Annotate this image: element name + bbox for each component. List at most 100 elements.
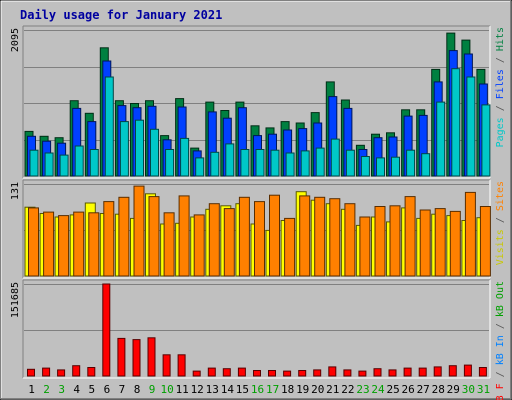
x-tick-label-day-5: 5: [88, 383, 95, 396]
bar-kbytes-kb-f-day-29: [448, 365, 457, 377]
bar-kbytes-kb-f-day-1: [27, 368, 35, 377]
bar-visits-sites-day-4: [73, 211, 85, 277]
bar-visits-sites-day-18: [284, 217, 296, 277]
bar-kbytes-kb-f-day-27: [418, 367, 427, 377]
x-tick-label-day-26: 26: [401, 383, 414, 396]
bar-hits-pages-day-22: [345, 149, 355, 177]
bar-hits-pages-day-4: [74, 145, 84, 177]
bar-hits-pages-day-5: [89, 149, 99, 177]
legend-entry: /: [495, 211, 506, 229]
bar-kbytes-kb-f-day-23: [358, 370, 367, 377]
x-tick-label-day-24: 24: [371, 383, 385, 396]
x-tick-label-day-7: 7: [119, 383, 126, 396]
bar-visits-sites-day-8: [133, 185, 145, 277]
legend-entry: kB F: [495, 383, 506, 400]
x-tick-label-day-19: 19: [296, 383, 309, 396]
bar-visits-sites-day-26: [404, 196, 416, 277]
bar-hits-pages-day-18: [285, 152, 295, 177]
bar-kbytes-kb-f-day-18: [283, 370, 292, 377]
panel-background: [23, 280, 490, 378]
bar-visits-sites-day-11: [178, 195, 190, 277]
x-tick-label-day-31: 31: [477, 383, 490, 396]
legend-hits: Pages / Files / Hits: [495, 27, 506, 147]
legend-entry: Pages: [495, 117, 506, 147]
bar-kbytes-kb-f-day-31: [478, 367, 487, 377]
bar-visits-sites-day-3: [58, 215, 70, 277]
bar-hits-pages-day-9: [150, 128, 159, 177]
x-tick-label-day-1: 1: [28, 383, 35, 396]
x-tick-label-day-13: 13: [206, 383, 219, 396]
bar-visits-sites-day-14: [223, 208, 235, 277]
bar-hits-pages-day-1: [29, 149, 39, 177]
bar-hits-pages-day-17: [270, 149, 280, 177]
y-max-label-hits: 2095: [10, 28, 21, 52]
bar-visits-sites-day-12: [193, 214, 205, 277]
bar-hits-pages-day-11: [180, 137, 190, 177]
bar-hits-pages-day-16: [255, 149, 265, 177]
bar-kbytes-kb-f-day-26: [403, 367, 412, 377]
panel-hits: 2095 Pages / Files / Hits: [10, 25, 506, 179]
bar-hits-pages-day-2: [44, 152, 54, 177]
bar-visits-sites-day-21: [329, 198, 341, 277]
chart-title: Daily usage for January 2021: [20, 8, 222, 22]
bar-hits-pages-day-31: [481, 104, 491, 177]
bar-visits-sites-day-30: [464, 191, 476, 277]
x-tick-label-day-3: 3: [58, 383, 65, 396]
bar-visits-sites-day-17: [269, 194, 280, 277]
legend-entry: Files: [495, 69, 506, 99]
y-max-label-visits: 131: [10, 182, 21, 200]
x-tick-label-day-22: 22: [341, 383, 354, 396]
bar-kbytes-kb-f-day-24: [373, 368, 382, 377]
x-tick-label-day-25: 25: [386, 383, 399, 396]
x-tick-label-day-16: 16: [251, 383, 264, 396]
x-tick-label-day-15: 15: [236, 383, 249, 396]
bar-hits-pages-day-15: [240, 149, 250, 177]
bar-visits-sites-day-10: [163, 212, 175, 277]
x-tick-label-day-23: 23: [356, 383, 369, 396]
x-tick-label-day-14: 14: [221, 383, 235, 396]
bar-hits-pages-day-24: [376, 157, 385, 177]
x-tick-label-day-6: 6: [104, 383, 111, 396]
bar-kbytes-kb-f-day-21: [328, 366, 337, 377]
bar-hits-pages-day-3: [59, 154, 69, 177]
bar-hits-pages-day-13: [210, 151, 220, 177]
bar-visits-sites-day-19: [299, 195, 311, 277]
bar-kbytes-kb-f-day-15: [237, 367, 246, 377]
x-tick-label-day-10: 10: [160, 383, 173, 396]
legend-entry: Sites: [495, 181, 506, 211]
legend-entry: /: [495, 99, 506, 117]
bar-kbytes-kb-f-day-11: [177, 354, 186, 377]
bar-kbytes-kb-f-day-8: [132, 339, 141, 377]
bar-kbytes-kb-f-day-9: [147, 337, 156, 377]
legend-entry: kB In: [495, 335, 506, 365]
bar-visits-sites-day-25: [389, 205, 401, 277]
bar-hits-pages-day-12: [195, 157, 205, 177]
bar-hits-pages-day-19: [300, 150, 310, 177]
x-tick-label-day-4: 4: [73, 383, 80, 396]
bar-visits-sites-day-31: [479, 206, 491, 277]
bar-kbytes-kb-f-day-16: [253, 370, 261, 377]
bar-hits-pages-day-10: [165, 149, 175, 177]
legend-entry: kB Out: [495, 281, 506, 317]
x-tick-label-day-29: 29: [447, 383, 460, 396]
bar-hits-pages-day-21: [330, 138, 340, 177]
bar-visits-sites-day-23: [359, 216, 371, 277]
legend-entry: /: [495, 51, 506, 69]
bar-visits-sites-day-6: [103, 201, 115, 277]
bar-visits-sites-day-7: [118, 196, 130, 277]
x-axis-day-labels: 1 2 3 4 5 6 7 8 9 10 11 12 13 14 15 16 17 18 19 20 21 22 23 24 2…: [28, 383, 490, 396]
x-tick-label-day-17: 17: [266, 383, 279, 396]
bar-kbytes-kb-f-day-14: [222, 368, 231, 377]
bar-visits-sites-day-27: [419, 209, 431, 277]
bar-visits-sites-day-22: [344, 203, 356, 277]
x-tick-label-day-28: 28: [432, 383, 445, 396]
x-tick-label-day-8: 8: [134, 383, 141, 396]
legend-entry: Hits: [495, 27, 506, 51]
bar-visits-sites-day-24: [374, 206, 386, 277]
bar-hits-pages-day-7: [119, 121, 129, 177]
bar-hits-pages-day-25: [391, 156, 400, 177]
bar-hits-pages-day-28: [436, 101, 446, 177]
